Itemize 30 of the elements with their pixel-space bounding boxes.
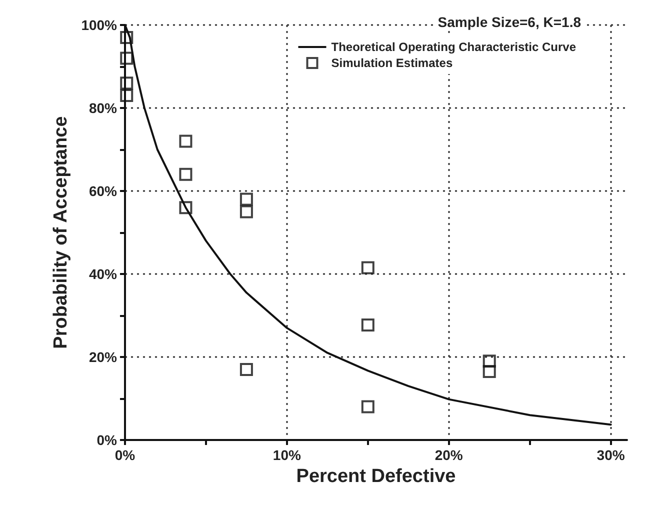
point [240,362,253,376]
point [361,318,374,332]
point [240,205,253,218]
point [120,89,134,102]
point [179,134,192,148]
y-axis-title: Probability of Acceptance [50,116,72,349]
x-tick-label: 0% [114,447,136,463]
point [361,400,374,414]
x-tick-label: 20% [434,447,464,463]
legend-label: Simulation Estimates [331,56,453,70]
x-tick-label: 10% [272,447,302,463]
x-tick-label: 30% [596,447,626,463]
y-tick-label: 80% [88,100,118,116]
point [179,168,192,181]
y-tick-label: 60% [88,183,118,199]
legend-label: Theoretical Operating Characteristic Curve [331,40,576,54]
x-axis-title: Percent Defective [296,466,456,487]
point [482,365,496,378]
point [179,201,192,214]
point [120,76,134,90]
y-tick-label: 40% [88,266,118,282]
y-tick-label: 0% [96,432,118,448]
point [361,261,374,274]
y-tick-label: 100% [81,17,118,33]
y-tick-label: 20% [88,349,118,365]
legend-title: Sample Size=6, K=1.8 [438,14,582,30]
point [120,30,134,44]
point [240,192,253,206]
point [482,354,496,368]
point [120,52,134,65]
